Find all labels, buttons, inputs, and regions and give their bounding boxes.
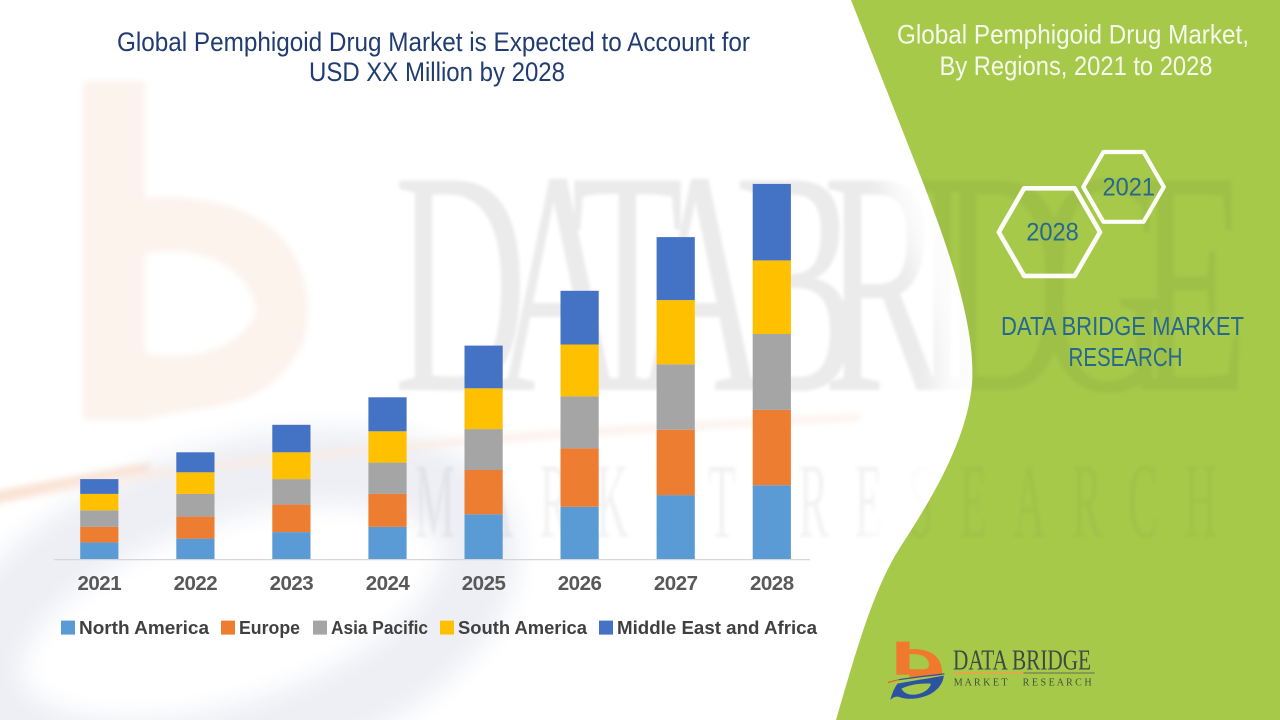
svg-text:2021: 2021 xyxy=(1103,174,1156,202)
svg-text:2023: 2023 xyxy=(270,572,314,595)
svg-text:Europe: Europe xyxy=(239,618,300,638)
svg-text:USD XX Million by 2028: USD XX Million by 2028 xyxy=(309,57,565,87)
svg-text:2028: 2028 xyxy=(1026,219,1079,247)
svg-text:Asia Pacific: Asia Pacific xyxy=(331,618,428,638)
svg-text:2024: 2024 xyxy=(366,572,411,595)
svg-text:DATA BRIDGE MARKET: DATA BRIDGE MARKET xyxy=(1001,311,1244,341)
svg-text:RESEARCH: RESEARCH xyxy=(1069,342,1183,372)
svg-text:By Regions, 2021 to 2028: By Regions, 2021 to 2028 xyxy=(940,51,1213,81)
svg-text:Global Pemphigoid Drug Market: Global Pemphigoid Drug Market is Expecte… xyxy=(117,27,750,57)
svg-text:2028: 2028 xyxy=(750,572,794,595)
svg-text:2025: 2025 xyxy=(462,572,506,595)
svg-text:M A R K E T R E S E A R C H: M A R K E T R E S E A R C H xyxy=(954,678,1092,689)
svg-text:Global Pemphigoid Drug Market,: Global Pemphigoid Drug Market, xyxy=(897,20,1249,50)
svg-text:2022: 2022 xyxy=(174,572,218,595)
svg-text:DATA BRIDGE: DATA BRIDGE xyxy=(953,645,1091,677)
svg-text:2026: 2026 xyxy=(558,572,602,595)
svg-text:North America: North America xyxy=(79,618,210,638)
svg-text:South America: South America xyxy=(458,618,588,638)
svg-text:Middle East and Africa: Middle East and Africa xyxy=(617,618,818,638)
svg-text:2027: 2027 xyxy=(654,572,698,595)
svg-text:2021: 2021 xyxy=(77,572,121,595)
